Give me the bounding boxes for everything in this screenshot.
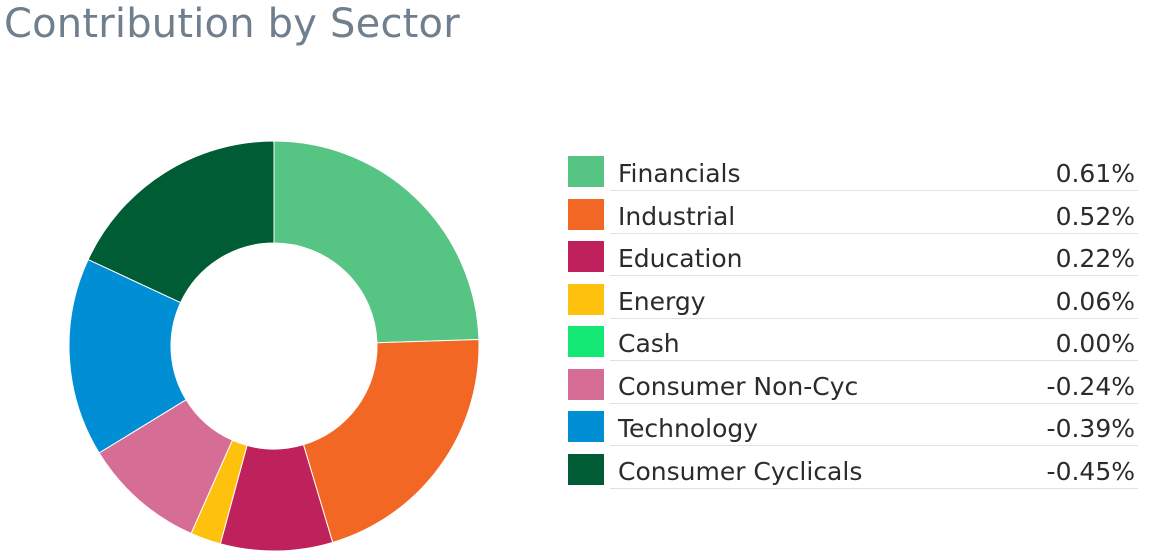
legend-item-cash[interactable]: Cash 0.00% (568, 320, 1138, 363)
legend-divider (610, 402, 1138, 404)
legend-value: 0.52% (1055, 201, 1135, 231)
legend-item-consumer-non-cyc[interactable]: Consumer Non-Cyc -0.24% (568, 363, 1138, 406)
legend-divider (610, 190, 1138, 191)
donut-slices (68, 140, 480, 552)
legend-value: -0.45% (1046, 456, 1135, 486)
legend-divider (610, 317, 1138, 319)
legend-swatch (568, 156, 604, 187)
legend-label: Consumer Cyclicals (618, 456, 863, 486)
legend-item-technology[interactable]: Technology -0.39% (568, 405, 1138, 448)
legend-value: 0.22% (1055, 244, 1135, 273)
legend-label: Education (618, 244, 743, 273)
legend-item-energy[interactable]: Energy 0.06% (568, 278, 1138, 321)
legend-value: -0.39% (1046, 414, 1135, 443)
legend-divider (610, 275, 1138, 276)
legend-value: 0.06% (1055, 286, 1135, 316)
legend-value: 0.00% (1055, 329, 1135, 358)
legend-item-consumer-cyclicals[interactable]: Consumer Cyclicals -0.45% (568, 448, 1138, 491)
legend-divider (610, 487, 1138, 489)
legend-label: Cash (618, 329, 680, 358)
chart-title: Contribution by Sector (4, 1, 460, 47)
legend-swatch (568, 368, 604, 400)
legend-divider (610, 360, 1138, 361)
legend-label: Financials (618, 159, 741, 188)
legend-item-industrial[interactable]: Industrial 0.52% (568, 193, 1138, 236)
legend-label: Industrial (618, 201, 736, 231)
legend-value: 0.61% (1055, 159, 1135, 188)
slice-industrial[interactable] (302, 339, 480, 544)
legend-item-education[interactable]: Education 0.22% (568, 235, 1138, 278)
legend-label: Consumer Non-Cyc (618, 371, 859, 401)
legend-divider (610, 232, 1138, 234)
legend-swatch (568, 326, 604, 357)
slice-consumer-cyclicals[interactable] (87, 140, 275, 304)
legend-swatch (568, 241, 604, 272)
donut-chart (68, 140, 480, 552)
slice-technology[interactable] (68, 258, 187, 454)
chart-legend: Financials 0.61% Industrial 0.52% Education 0… (568, 150, 1138, 490)
legend-divider (610, 445, 1138, 446)
legend-item-financials[interactable]: Financials 0.61% (568, 150, 1138, 193)
legend-value: -0.24% (1046, 371, 1135, 401)
legend-swatch (568, 411, 604, 442)
legend-label: Energy (618, 286, 706, 316)
legend-swatch (568, 283, 604, 315)
legend-label: Technology (618, 414, 759, 443)
legend-swatch (568, 198, 604, 230)
legend-swatch (568, 453, 604, 485)
slice-financials[interactable] (273, 140, 480, 344)
